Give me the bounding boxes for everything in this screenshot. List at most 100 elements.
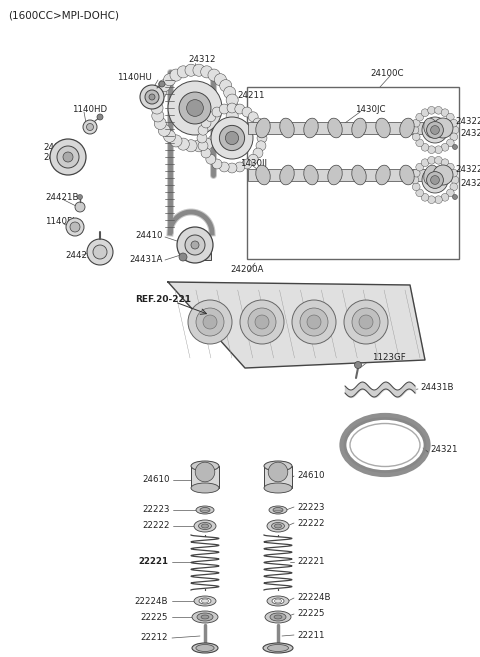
Circle shape: [412, 133, 420, 141]
Circle shape: [197, 133, 207, 143]
Ellipse shape: [400, 118, 414, 138]
Circle shape: [149, 94, 155, 100]
Ellipse shape: [424, 165, 438, 185]
Circle shape: [355, 361, 361, 369]
Circle shape: [158, 124, 170, 137]
Circle shape: [168, 81, 222, 135]
Circle shape: [226, 131, 239, 145]
Circle shape: [307, 315, 321, 329]
Circle shape: [212, 159, 222, 169]
Circle shape: [428, 196, 435, 204]
Ellipse shape: [275, 599, 281, 603]
Circle shape: [428, 106, 435, 114]
Ellipse shape: [269, 506, 287, 514]
Circle shape: [219, 125, 245, 150]
Ellipse shape: [256, 118, 270, 138]
Circle shape: [226, 110, 238, 122]
Circle shape: [412, 120, 420, 127]
Ellipse shape: [192, 611, 218, 623]
Circle shape: [154, 87, 167, 99]
Circle shape: [93, 245, 107, 259]
Circle shape: [433, 165, 453, 185]
Text: 22222: 22222: [143, 522, 170, 530]
Text: 24421B: 24421B: [45, 194, 79, 202]
Circle shape: [446, 189, 454, 196]
Circle shape: [227, 103, 237, 113]
Circle shape: [177, 66, 189, 78]
Ellipse shape: [191, 483, 219, 493]
Ellipse shape: [272, 522, 285, 530]
Ellipse shape: [376, 165, 390, 185]
Circle shape: [206, 154, 216, 164]
Circle shape: [434, 106, 443, 114]
Ellipse shape: [265, 611, 291, 623]
Circle shape: [198, 141, 208, 150]
Text: 22224B: 22224B: [134, 597, 168, 606]
Circle shape: [450, 120, 457, 127]
Circle shape: [193, 140, 205, 152]
Circle shape: [344, 300, 388, 344]
Ellipse shape: [263, 643, 293, 653]
Circle shape: [77, 194, 83, 200]
Circle shape: [431, 125, 439, 135]
Bar: [248, 122, 435, 134]
Circle shape: [235, 104, 245, 114]
Circle shape: [422, 167, 448, 193]
Ellipse shape: [194, 596, 216, 606]
Circle shape: [185, 64, 197, 76]
Circle shape: [227, 102, 239, 114]
Circle shape: [50, 139, 86, 175]
Ellipse shape: [199, 598, 211, 604]
Circle shape: [427, 122, 444, 139]
Text: 22225: 22225: [297, 610, 324, 618]
Circle shape: [164, 74, 176, 86]
Circle shape: [352, 308, 380, 336]
Circle shape: [412, 183, 420, 191]
Circle shape: [211, 117, 253, 159]
Ellipse shape: [304, 165, 318, 185]
Circle shape: [201, 118, 211, 128]
Circle shape: [198, 125, 208, 135]
Circle shape: [164, 130, 176, 143]
Text: 24810A: 24810A: [43, 143, 76, 152]
Circle shape: [428, 146, 435, 154]
Text: 1140HU: 1140HU: [117, 74, 152, 83]
Ellipse shape: [267, 596, 289, 606]
Ellipse shape: [202, 524, 208, 528]
Text: (1600CC>MPI-DOHC): (1600CC>MPI-DOHC): [8, 10, 119, 20]
Text: 24322: 24322: [455, 118, 480, 127]
Circle shape: [453, 145, 457, 150]
Ellipse shape: [196, 645, 214, 652]
Text: 24312: 24312: [188, 55, 216, 64]
Circle shape: [446, 139, 454, 147]
Circle shape: [227, 163, 237, 173]
Circle shape: [242, 107, 252, 117]
Circle shape: [434, 156, 443, 164]
Text: 1123GF: 1123GF: [372, 353, 406, 363]
Ellipse shape: [256, 165, 270, 185]
Circle shape: [224, 87, 236, 99]
Bar: [191, 466, 219, 488]
Ellipse shape: [191, 461, 219, 471]
Ellipse shape: [264, 483, 292, 493]
Ellipse shape: [274, 615, 282, 619]
Text: 1430JC: 1430JC: [355, 106, 385, 114]
Text: 1430JJ: 1430JJ: [240, 158, 267, 168]
Circle shape: [451, 126, 459, 134]
Circle shape: [441, 159, 449, 166]
Ellipse shape: [272, 598, 284, 604]
Circle shape: [224, 118, 236, 129]
Text: 24323: 24323: [460, 129, 480, 137]
Circle shape: [63, 152, 73, 162]
Circle shape: [215, 74, 227, 86]
Text: 1140HD: 1140HD: [72, 106, 107, 114]
Text: 22222: 22222: [297, 518, 324, 528]
Ellipse shape: [424, 118, 438, 138]
Circle shape: [187, 100, 204, 116]
Circle shape: [201, 148, 211, 158]
Text: 24431A: 24431A: [130, 256, 163, 265]
Circle shape: [177, 138, 189, 150]
Circle shape: [87, 239, 113, 265]
Ellipse shape: [352, 165, 366, 185]
Circle shape: [220, 79, 232, 92]
